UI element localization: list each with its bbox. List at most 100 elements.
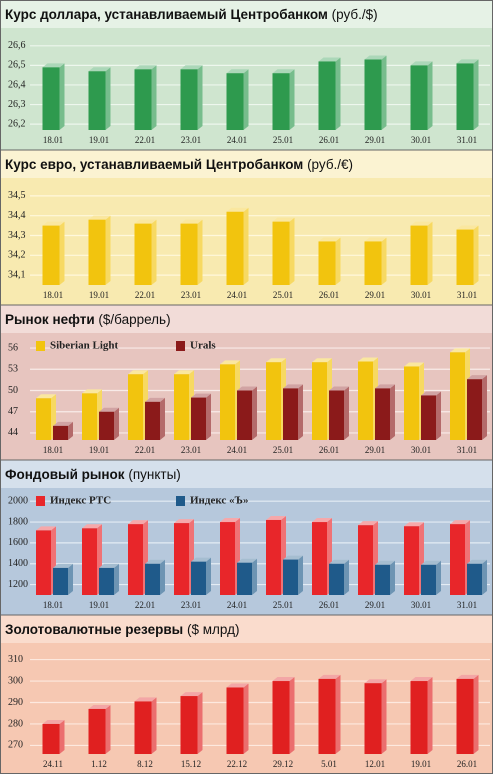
bar-top (226, 69, 249, 74)
bar-side (473, 674, 479, 754)
x-tick-label: 1.12 (91, 759, 107, 769)
y-tick-label: 1600 (8, 537, 28, 548)
bar-side (197, 692, 203, 754)
bar (226, 211, 244, 285)
bar (272, 73, 290, 130)
x-tick-label: 22.01 (135, 600, 155, 610)
bar (283, 388, 298, 440)
bar-top (272, 217, 295, 222)
title-unit: ($/баррель) (98, 312, 170, 327)
bar-side (160, 397, 165, 440)
bar-top (358, 521, 378, 526)
x-tick-label: 15.12 (181, 759, 201, 769)
x-tick-label: 18.01 (43, 445, 63, 455)
bar (272, 221, 290, 285)
legend-swatch (36, 341, 45, 351)
bar-side (482, 375, 487, 440)
bar-side (298, 555, 303, 595)
bar-top (180, 692, 203, 697)
bar (375, 388, 390, 440)
bar (358, 361, 373, 440)
bar-top (410, 221, 433, 226)
bar-top (318, 674, 341, 679)
bar-side (206, 393, 211, 440)
bar (404, 366, 419, 440)
bar-side (289, 217, 295, 285)
bar (318, 678, 336, 754)
title-band (0, 305, 493, 333)
x-tick-label: 18.01 (43, 135, 63, 145)
bar (312, 362, 327, 440)
y-tick-label: 47 (8, 406, 18, 417)
bar-side (114, 407, 119, 440)
bar (456, 63, 474, 130)
x-tick-label: 19.01 (89, 135, 109, 145)
bar (467, 379, 482, 440)
bar-top (180, 65, 203, 70)
bar-top (450, 348, 470, 353)
bar-top (220, 518, 240, 523)
bar-top (99, 407, 119, 412)
bar-top (237, 558, 257, 563)
bar (266, 519, 281, 595)
bar (180, 223, 198, 285)
x-tick-label: 23.01 (181, 600, 201, 610)
bar-side (68, 563, 73, 595)
y-tick-label: 44 (8, 427, 18, 438)
x-tick-label: 26.01 (319, 290, 339, 300)
bar-side (436, 560, 441, 595)
x-tick-label: 31.01 (457, 290, 477, 300)
bar (88, 708, 106, 754)
chart-title: Курс доллара, устанавливаемый Центробанк… (5, 7, 378, 22)
x-tick-label: 22.01 (135, 445, 155, 455)
bar-side (197, 219, 203, 285)
bar-side (436, 391, 441, 440)
title-unit: ($ млрд) (187, 622, 239, 637)
x-tick-label: 23.01 (181, 290, 201, 300)
bar-side (381, 679, 387, 754)
bar (421, 564, 436, 595)
y-tick-label: 26,3 (8, 99, 26, 110)
bar-top (145, 397, 165, 402)
bar-top (36, 526, 56, 531)
bar-top (375, 384, 395, 389)
x-tick-label: 24.01 (227, 600, 247, 610)
y-tick-label: 34,3 (8, 230, 26, 241)
x-tick-label: 23.01 (181, 135, 201, 145)
bar (364, 59, 382, 130)
y-tick-label: 34,2 (8, 250, 26, 261)
bar-side (335, 237, 341, 285)
bar-side (482, 559, 487, 595)
bar (421, 395, 436, 440)
bar-top (318, 57, 341, 62)
x-tick-label: 25.01 (273, 135, 293, 145)
bar-side (390, 384, 395, 440)
bar-top (318, 237, 341, 242)
bar (42, 723, 60, 754)
bar-top (134, 65, 157, 70)
y-tick-label: 1400 (8, 558, 28, 569)
bar (191, 397, 206, 440)
bar-top (36, 394, 56, 399)
bar-side (105, 704, 111, 754)
bar (88, 71, 106, 130)
x-tick-label: 29.01 (365, 135, 385, 145)
bar (456, 229, 474, 285)
bar-top (450, 520, 470, 525)
bar-side (105, 67, 111, 130)
title-text: Золотовалютные резервы (5, 622, 183, 637)
x-tick-label: 30.01 (411, 600, 431, 610)
x-tick-label: 12.01 (365, 759, 385, 769)
x-tick-label: 29.01 (365, 445, 385, 455)
bar (191, 561, 206, 595)
x-tick-label: 26.01 (319, 135, 339, 145)
bar (42, 225, 60, 285)
y-tick-label: 2000 (8, 496, 28, 507)
bar-top (467, 375, 487, 380)
bar (272, 681, 290, 754)
bar (226, 73, 244, 130)
title-unit: (руб./€) (307, 157, 353, 172)
bar (318, 241, 336, 285)
bar (375, 564, 390, 595)
x-tick-label: 25.01 (273, 290, 293, 300)
